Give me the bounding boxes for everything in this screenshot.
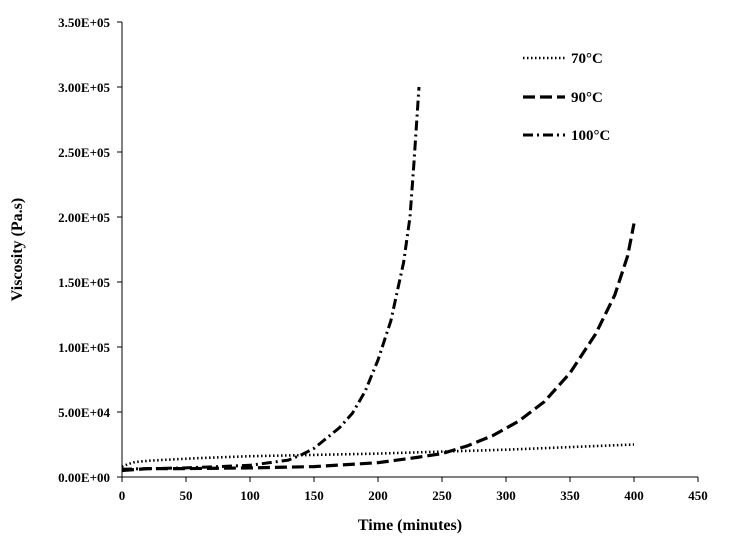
axes bbox=[117, 21, 699, 482]
y-axis-title: Viscosity (Pa.s) bbox=[9, 198, 26, 301]
x-tick-label: 400 bbox=[624, 488, 644, 503]
y-tick-label: 2.00E+05 bbox=[58, 210, 110, 225]
x-tick-label: 200 bbox=[368, 488, 388, 503]
legend-label-100c: 100°C bbox=[571, 128, 610, 144]
x-tick-label: 300 bbox=[496, 488, 516, 503]
x-tick-labels: 0 50 100 150 200 250 300 350 400 450 bbox=[119, 488, 708, 503]
x-tick-label: 350 bbox=[560, 488, 580, 503]
series-line-2 bbox=[121, 86, 421, 471]
y-tick-label: 3.00E+05 bbox=[58, 80, 110, 95]
legend-label-70c: 70°C bbox=[571, 51, 603, 67]
x-tick-label: 0 bbox=[119, 488, 126, 503]
y-tick-labels: 0.00E+00 5.00E+04 1.00E+05 1.50E+05 2.00E+05… bbox=[58, 15, 110, 485]
series-line-0 bbox=[121, 443, 635, 468]
y-tick-label: 5.00E+04 bbox=[58, 405, 110, 420]
y-tick-label: 0.00E+00 bbox=[58, 470, 110, 485]
x-tick-label: 250 bbox=[432, 488, 452, 503]
series-line-1 bbox=[121, 223, 636, 473]
x-tick-label: 150 bbox=[304, 488, 324, 503]
series-layer bbox=[121, 86, 636, 473]
x-tick-label: 50 bbox=[180, 488, 193, 503]
y-tick-label: 3.50E+05 bbox=[58, 15, 110, 30]
legend-label-90c: 90°C bbox=[571, 90, 603, 106]
y-tick-label: 1.50E+05 bbox=[58, 275, 110, 290]
x-tick-label: 450 bbox=[688, 488, 708, 503]
x-axis-title: Time (minutes) bbox=[358, 517, 462, 534]
y-tick-label: 1.00E+05 bbox=[58, 340, 110, 355]
y-tick-label: 2.50E+05 bbox=[58, 145, 110, 160]
x-tick-label: 100 bbox=[240, 488, 260, 503]
legend: 70°C 90°C 100°C bbox=[523, 51, 610, 144]
